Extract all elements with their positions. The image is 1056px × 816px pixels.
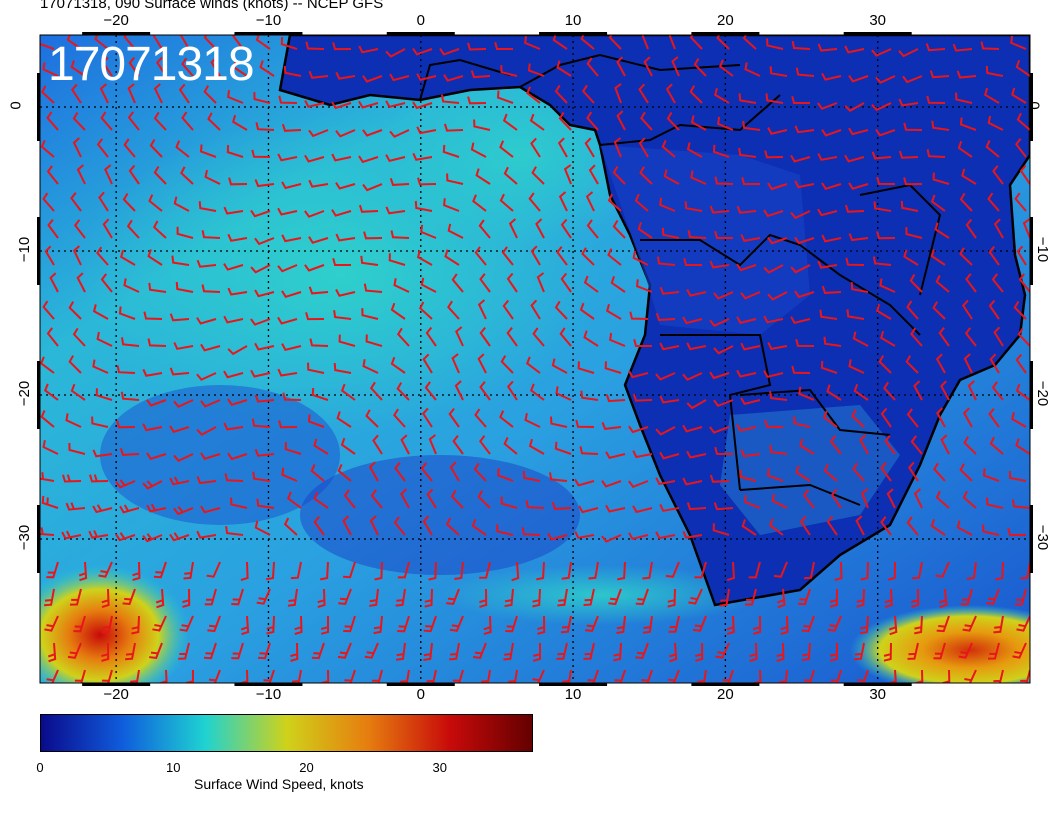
x-tick-label-bottom: −10 bbox=[255, 686, 282, 703]
x-tick-label-top: 30 bbox=[869, 12, 887, 29]
x-tick-label-top: 20 bbox=[717, 12, 734, 29]
x-tick-label-top: 0 bbox=[416, 12, 425, 29]
wind-speed-map: 17071318 bbox=[40, 35, 1030, 683]
y-tick-label-left: 0 bbox=[7, 101, 25, 110]
y-tick-label-left: −20 bbox=[16, 380, 34, 407]
wind-barbs bbox=[40, 35, 1030, 683]
colorbar-label: Surface Wind Speed, knots bbox=[194, 776, 364, 792]
x-tick-label-bottom: −20 bbox=[103, 686, 129, 703]
colorbar-tick-label: 0 bbox=[36, 760, 44, 775]
colorbar-tick-label: 30 bbox=[432, 760, 447, 775]
y-tick-label-left: −10 bbox=[16, 236, 34, 263]
colorbar bbox=[40, 714, 533, 752]
y-tick-label-right: −20 bbox=[1034, 380, 1052, 407]
y-tick-label-right: −30 bbox=[1034, 524, 1052, 551]
x-tick-label-top: −10 bbox=[255, 12, 282, 29]
y-tick-label-right: 0 bbox=[1025, 101, 1043, 110]
x-tick-label-bottom: 10 bbox=[564, 686, 582, 703]
x-tick-label-bottom: 20 bbox=[717, 686, 734, 703]
graticule bbox=[40, 35, 1030, 683]
y-tick-label-left: −30 bbox=[16, 524, 34, 551]
x-tick-label-bottom: 0 bbox=[416, 686, 425, 703]
plot-title: 17071318, 090 Surface winds (knots) -- N… bbox=[40, 0, 384, 12]
map-canvas bbox=[40, 35, 1030, 683]
x-tick-label-top: 10 bbox=[564, 12, 582, 29]
timestamp-label: 17071318 bbox=[48, 38, 255, 91]
colorbar-tick-label: 10 bbox=[166, 760, 181, 775]
y-tick-label-right: −10 bbox=[1034, 236, 1052, 263]
colorbar-tick-label: 20 bbox=[299, 760, 314, 775]
africa-land bbox=[278, 35, 1030, 607]
x-tick-label-bottom: 30 bbox=[869, 686, 887, 703]
country-borders bbox=[419, 53, 942, 506]
x-tick-label-top: −20 bbox=[103, 12, 129, 29]
